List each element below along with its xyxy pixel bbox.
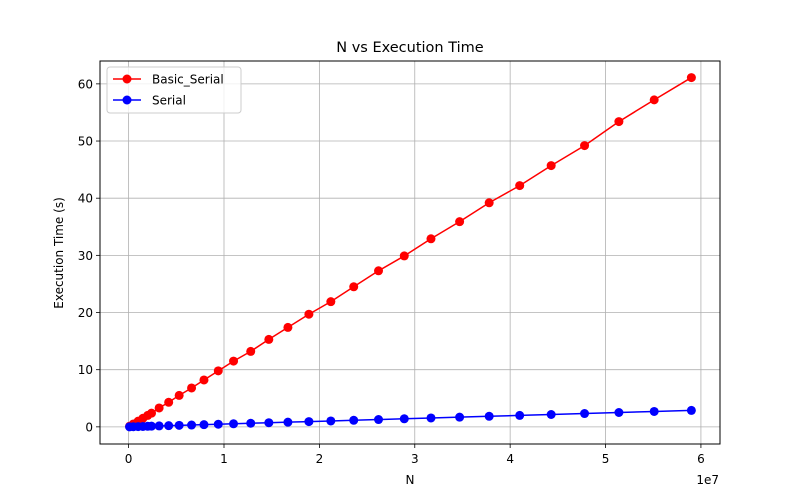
data-point-serial — [484, 411, 494, 421]
legend-marker-serial — [122, 95, 132, 105]
data-point-basic-serial — [349, 282, 359, 292]
data-point-serial — [304, 417, 314, 427]
data-point-basic-serial — [484, 198, 494, 208]
data-point-basic-serial — [283, 322, 293, 332]
data-point-basic-serial — [515, 181, 525, 191]
legend-label-basic-serial: Basic_Serial — [152, 73, 224, 87]
data-point-basic-serial — [686, 73, 696, 83]
data-point-basic-serial — [154, 403, 164, 413]
y-tick-label: 0 — [85, 420, 93, 434]
data-point-basic-serial — [174, 390, 184, 400]
data-point-serial — [264, 418, 274, 428]
y-axis-label: Execution Time (s) — [52, 197, 66, 309]
data-point-basic-serial — [187, 383, 197, 393]
data-point-serial — [213, 419, 223, 429]
data-point-serial — [283, 417, 293, 427]
legend: Basic_Serial Serial — [106, 66, 242, 114]
data-point-basic-serial — [199, 375, 209, 385]
series-basic-serial — [125, 73, 696, 431]
plot-frame — [99, 60, 721, 445]
x-axis-offset-label: 1e7 — [696, 473, 719, 487]
data-point-serial — [686, 405, 696, 415]
x-tick-label: 3 — [411, 452, 419, 466]
data-point-serial — [187, 420, 197, 430]
data-point-serial — [614, 408, 624, 418]
data-point-serial — [154, 421, 164, 431]
x-tick-label: 0 — [125, 452, 133, 466]
x-tick-label: 6 — [697, 452, 705, 466]
data-point-serial — [546, 410, 556, 420]
data-point-serial — [147, 421, 157, 431]
data-point-basic-serial — [374, 266, 384, 276]
data-point-serial — [399, 414, 409, 424]
data-point-basic-serial — [229, 356, 239, 366]
series-layer — [125, 73, 696, 432]
chart-title: N vs Execution Time — [336, 40, 484, 56]
data-point-basic-serial — [213, 366, 223, 376]
data-point-basic-serial — [326, 297, 336, 307]
data-point-serial — [199, 420, 209, 430]
data-point-basic-serial — [649, 95, 659, 105]
legend-label-serial: Serial — [152, 94, 186, 108]
data-point-basic-serial — [614, 117, 624, 127]
data-point-serial — [515, 410, 525, 420]
data-point-basic-serial — [147, 408, 157, 418]
data-point-serial — [174, 420, 184, 430]
x-tick-label: 2 — [316, 452, 324, 466]
data-point-serial — [426, 413, 436, 423]
x-tick-label: 1 — [220, 452, 228, 466]
data-point-basic-serial — [164, 397, 174, 407]
y-tick-label: 30 — [78, 249, 93, 263]
data-point-serial — [455, 412, 465, 422]
data-point-basic-serial — [304, 309, 314, 319]
y-tick-label: 10 — [78, 363, 93, 377]
x-tick-label: 5 — [602, 452, 610, 466]
data-point-basic-serial — [455, 217, 465, 227]
data-point-serial — [649, 406, 659, 416]
data-point-basic-serial — [246, 346, 256, 356]
legend-marker-basic-serial — [122, 74, 132, 84]
data-point-serial — [229, 419, 239, 429]
data-point-basic-serial — [546, 161, 556, 171]
data-point-basic-serial — [580, 141, 590, 151]
data-point-serial — [580, 409, 590, 419]
x-tick-label: 4 — [506, 452, 514, 466]
y-tick-label: 40 — [78, 192, 93, 206]
y-tick-label: 60 — [78, 77, 93, 91]
data-point-serial — [326, 416, 336, 426]
data-point-basic-serial — [264, 334, 274, 344]
data-point-serial — [246, 418, 256, 428]
y-tick-label: 20 — [78, 306, 93, 320]
data-point-serial — [349, 415, 359, 425]
data-point-basic-serial — [426, 234, 436, 244]
data-point-serial — [164, 421, 174, 431]
y-tick-label: 50 — [78, 135, 93, 149]
x-axis-label: N — [406, 473, 415, 487]
series-serial — [125, 405, 696, 432]
grid — [100, 61, 720, 444]
data-point-serial — [374, 415, 384, 425]
series-line-basic-serial — [129, 76, 692, 427]
data-point-basic-serial — [399, 251, 409, 261]
